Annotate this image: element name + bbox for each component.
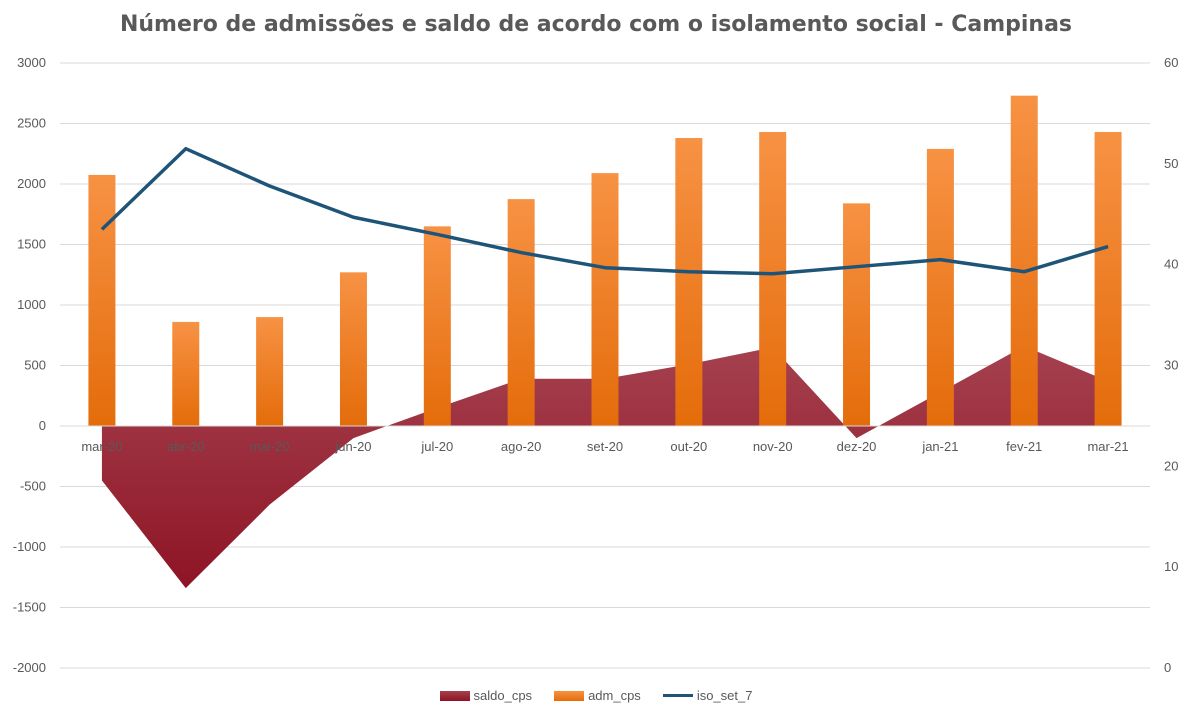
adm-bar: [507, 199, 535, 426]
chart-title: Número de admissões e saldo de acordo co…: [119, 12, 1073, 37]
legend-label-iso: iso_set_7: [696, 688, 753, 703]
right-axis: 60 50 40 30 20 10 0: [1164, 55, 1178, 675]
adm-bar: [423, 226, 451, 426]
y-left-tick-label: 500: [24, 358, 46, 373]
y-left-tick-label: -1000: [13, 539, 46, 554]
adm-bar: [88, 174, 116, 426]
x-tick-label: jun-20: [334, 439, 371, 454]
legend: saldo_cps adm_cps iso_set_7: [0, 688, 1192, 703]
y-right-tick-label: 0: [1164, 660, 1171, 675]
x-tick-label: set-20: [587, 439, 623, 454]
y-left-tick-label: 3000: [17, 55, 46, 70]
y-right-tick-label: 50: [1164, 156, 1178, 171]
adm-bar: [843, 203, 871, 426]
y-left-tick-label: 2000: [17, 176, 46, 191]
x-tick-label: out-20: [670, 439, 707, 454]
x-tick-label: fev-21: [1006, 439, 1042, 454]
x-tick-label: mar-20: [81, 439, 122, 454]
y-left-tick-label: -2000: [13, 660, 46, 675]
y-right-tick-label: 40: [1164, 257, 1178, 272]
x-tick-label: dez-20: [837, 439, 877, 454]
y-right-tick-label: 10: [1164, 559, 1178, 574]
y-left-tick-label: -500: [20, 479, 46, 494]
y-right-tick-label: 30: [1164, 358, 1178, 373]
legend-item-saldo: saldo_cps: [439, 688, 533, 703]
y-right-tick-label: 20: [1164, 458, 1178, 473]
y-left-tick-label: 2500: [17, 116, 46, 131]
legend-swatch-saldo: [439, 690, 470, 701]
x-tick-label: abr-20: [167, 439, 205, 454]
left-axis: 3000 2500 2000 1500 1000 500 0 -500 -1000 -1500 -2…: [13, 55, 46, 675]
adm-bar: [759, 131, 787, 426]
legend-label-saldo: saldo_cps: [473, 688, 533, 703]
legend-item-adm: adm_cps: [554, 688, 641, 703]
legend-swatch-iso: [662, 694, 693, 697]
adm-bar: [1010, 95, 1038, 427]
adm-bar: [675, 138, 703, 426]
y-right-tick-label: 60: [1164, 55, 1178, 70]
adm-bar: [926, 148, 954, 426]
iso-line: [100, 146, 1109, 276]
adm-bar-layer: [88, 95, 1122, 427]
y-left-tick-label: 1500: [17, 237, 46, 252]
legend-item-iso: iso_set_7: [662, 688, 753, 703]
x-tick-label: mai-20: [250, 439, 290, 454]
legend-label-adm: adm_cps: [588, 688, 641, 703]
x-tick-label: mar-21: [1087, 439, 1128, 454]
iso-line-layer: [100, 146, 1109, 276]
x-tick-label: ago-20: [501, 439, 541, 454]
adm-bar: [591, 173, 619, 426]
x-axis: mar-20 abr-20 mai-20 jun-20 jul-20 ago-20 set-…: [60, 425, 1150, 454]
y-left-tick-label: 0: [39, 418, 46, 433]
legend-swatch-adm: [554, 690, 585, 701]
adm-bar: [172, 321, 200, 426]
y-left-tick-label: -1500: [13, 600, 46, 615]
x-tick-label: jul-20: [420, 439, 453, 454]
adm-bar: [256, 317, 284, 426]
adm-bar: [339, 272, 367, 426]
x-tick-label: jan-21: [921, 439, 958, 454]
adm-bar: [1094, 131, 1122, 426]
x-tick-label: nov-20: [753, 439, 793, 454]
y-left-tick-label: 1000: [17, 297, 46, 312]
